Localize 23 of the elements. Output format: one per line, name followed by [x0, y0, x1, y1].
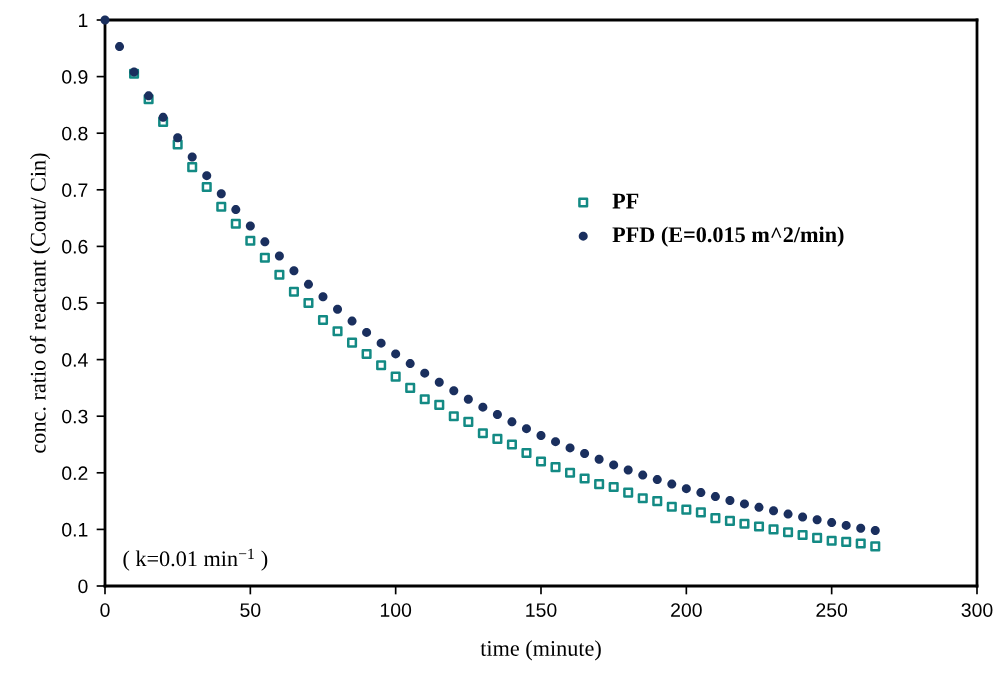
- annotation: ( k=0.01 min$^{−1}$ ): [123, 548, 268, 571]
- x-tick-label: 50: [240, 603, 261, 617]
- legend-label: PFD (E=0.015 m^2/min): [612, 226, 844, 247]
- y-tick-label: 0.3: [62, 409, 88, 424]
- y-tick-label: 1: [79, 13, 88, 28]
- y-tick-label: 0.1: [62, 522, 88, 537]
- x-axis-title: time (minute): [480, 640, 601, 661]
- y-tick-label: 0.7: [62, 183, 88, 198]
- x-tick-label: 250: [816, 603, 848, 617]
- y-tick-label: 0.5: [62, 296, 88, 311]
- legend-label: PF: [612, 193, 639, 209]
- y-axis-title: conc. ratio of reactant (Cout/ Cin): [29, 153, 51, 453]
- x-tick-label: 300: [961, 603, 993, 617]
- y-tick-label: 0.2: [62, 466, 88, 481]
- y-tick-label: 0: [78, 579, 88, 594]
- x-tick-label: 200: [671, 603, 702, 617]
- y-tick-label: 0.6: [62, 239, 88, 254]
- x-tick-label: 150: [526, 603, 557, 617]
- x-tick-label: 0: [100, 603, 110, 617]
- y-tick-label: 0.9: [62, 70, 88, 84]
- y-tick-label: 0.8: [62, 126, 88, 141]
- y-tick-label: 0.4: [62, 353, 88, 367]
- x-tick-label: 100: [380, 603, 412, 617]
